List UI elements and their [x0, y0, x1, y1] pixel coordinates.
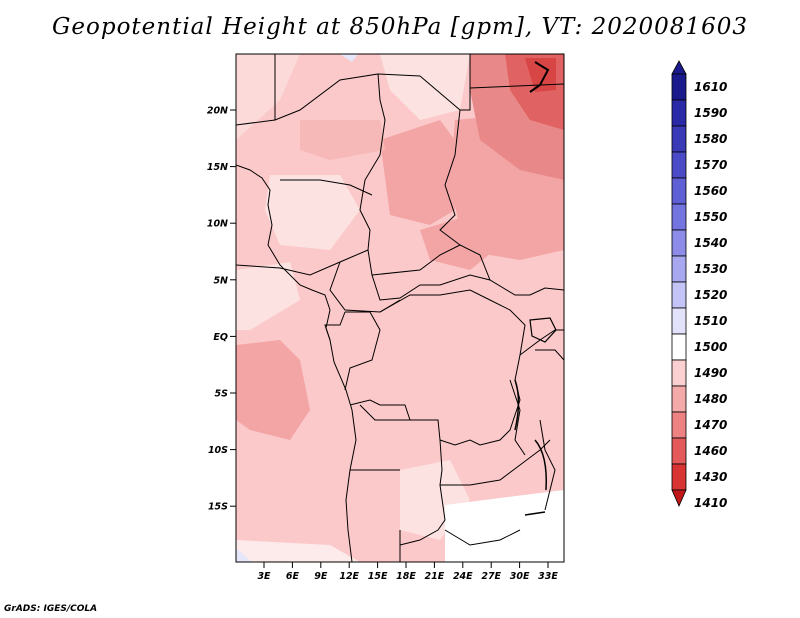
country-borders [236, 54, 564, 562]
height-field [236, 54, 564, 562]
colorbar-label: 1430 [694, 470, 727, 484]
lat-tick-label: 20N [207, 106, 228, 117]
colorbar-swatch [671, 281, 687, 309]
lon-tick-label: 15E [368, 571, 388, 582]
colorbar-swatch [671, 203, 687, 231]
colorbar-swatch [671, 359, 687, 387]
map-frame [235, 53, 565, 563]
colorbar-label: 1470 [694, 418, 727, 432]
colorbar-swatch [671, 255, 687, 283]
colorbar-label: 1410 [694, 496, 727, 510]
colorbar-swatch [671, 99, 687, 127]
colorbar-swatch [671, 73, 687, 101]
colorbar-label: 1610 [694, 80, 727, 94]
lon-tick-label: 24E [453, 571, 473, 582]
colorbar-swatch [671, 229, 687, 257]
colorbar-swatch [671, 489, 687, 507]
colorbar-label: 1540 [694, 236, 727, 250]
lon-tick-label: 6E [286, 571, 300, 582]
colorbar-swatch [671, 307, 687, 335]
colorbar-swatch [671, 60, 687, 75]
lon-tick-label: 27E [481, 571, 501, 582]
colorbar-label: 1500 [694, 340, 727, 354]
lat-tick-label: 15N [207, 162, 228, 173]
colorbar-swatch [671, 385, 687, 413]
lat-tick-label: 10N [207, 219, 228, 230]
colorbar-label: 1580 [694, 132, 727, 146]
colorbar-label: 1480 [694, 392, 727, 406]
lon-tick-label: 3E [257, 571, 271, 582]
lat-tick-label: 10S [208, 445, 228, 456]
map-title: Geopotential Height at 850hPa [gpm], VT:… [52, 14, 748, 40]
lon-tick-label: 33E [538, 571, 558, 582]
colorbar-label: 1530 [694, 262, 727, 276]
lat-tick-label: 5N [213, 275, 228, 286]
colorbar-label: 1590 [694, 106, 727, 120]
lon-tick-label: 18E [396, 571, 416, 582]
colorbar-swatch [671, 411, 687, 439]
lat-tick-label: EQ [213, 332, 228, 343]
latitude-axis: 20N 15N 10N 5N EQ 5S 10S 15S [207, 106, 236, 513]
colorbar-swatch [671, 333, 687, 361]
lon-tick-label: 12E [339, 571, 359, 582]
colorbar-label: 1510 [694, 314, 727, 328]
lon-tick-label: 30E [510, 571, 530, 582]
colorbar-swatch [671, 437, 687, 465]
colorbar-swatch [671, 151, 687, 179]
lon-tick-label: 21E [425, 571, 445, 582]
colorbar-label: 1520 [694, 288, 727, 302]
colorbar: 1610 1590 1580 1570 1560 1550 1540 1530 1520 1510… [671, 60, 727, 510]
lat-tick-label: 15S [208, 502, 228, 513]
grads-credit: GrADS: IGES/COLA [4, 604, 98, 614]
colorbar-swatch [671, 125, 687, 153]
colorbar-label: 1460 [694, 444, 727, 458]
colorbar-label: 1490 [694, 366, 727, 380]
lat-tick-label: 5S [215, 389, 229, 400]
colorbar-label: 1560 [694, 184, 727, 198]
longitude-axis: 3E 6E 9E 12E 15E 18E 21E 24E 27E 30E 33E [257, 562, 558, 582]
colorbar-swatch [671, 463, 687, 491]
colorbar-swatch [671, 177, 687, 205]
lon-tick-label: 9E [314, 571, 328, 582]
colorbar-label: 1570 [694, 158, 727, 172]
colorbar-label: 1550 [694, 210, 727, 224]
